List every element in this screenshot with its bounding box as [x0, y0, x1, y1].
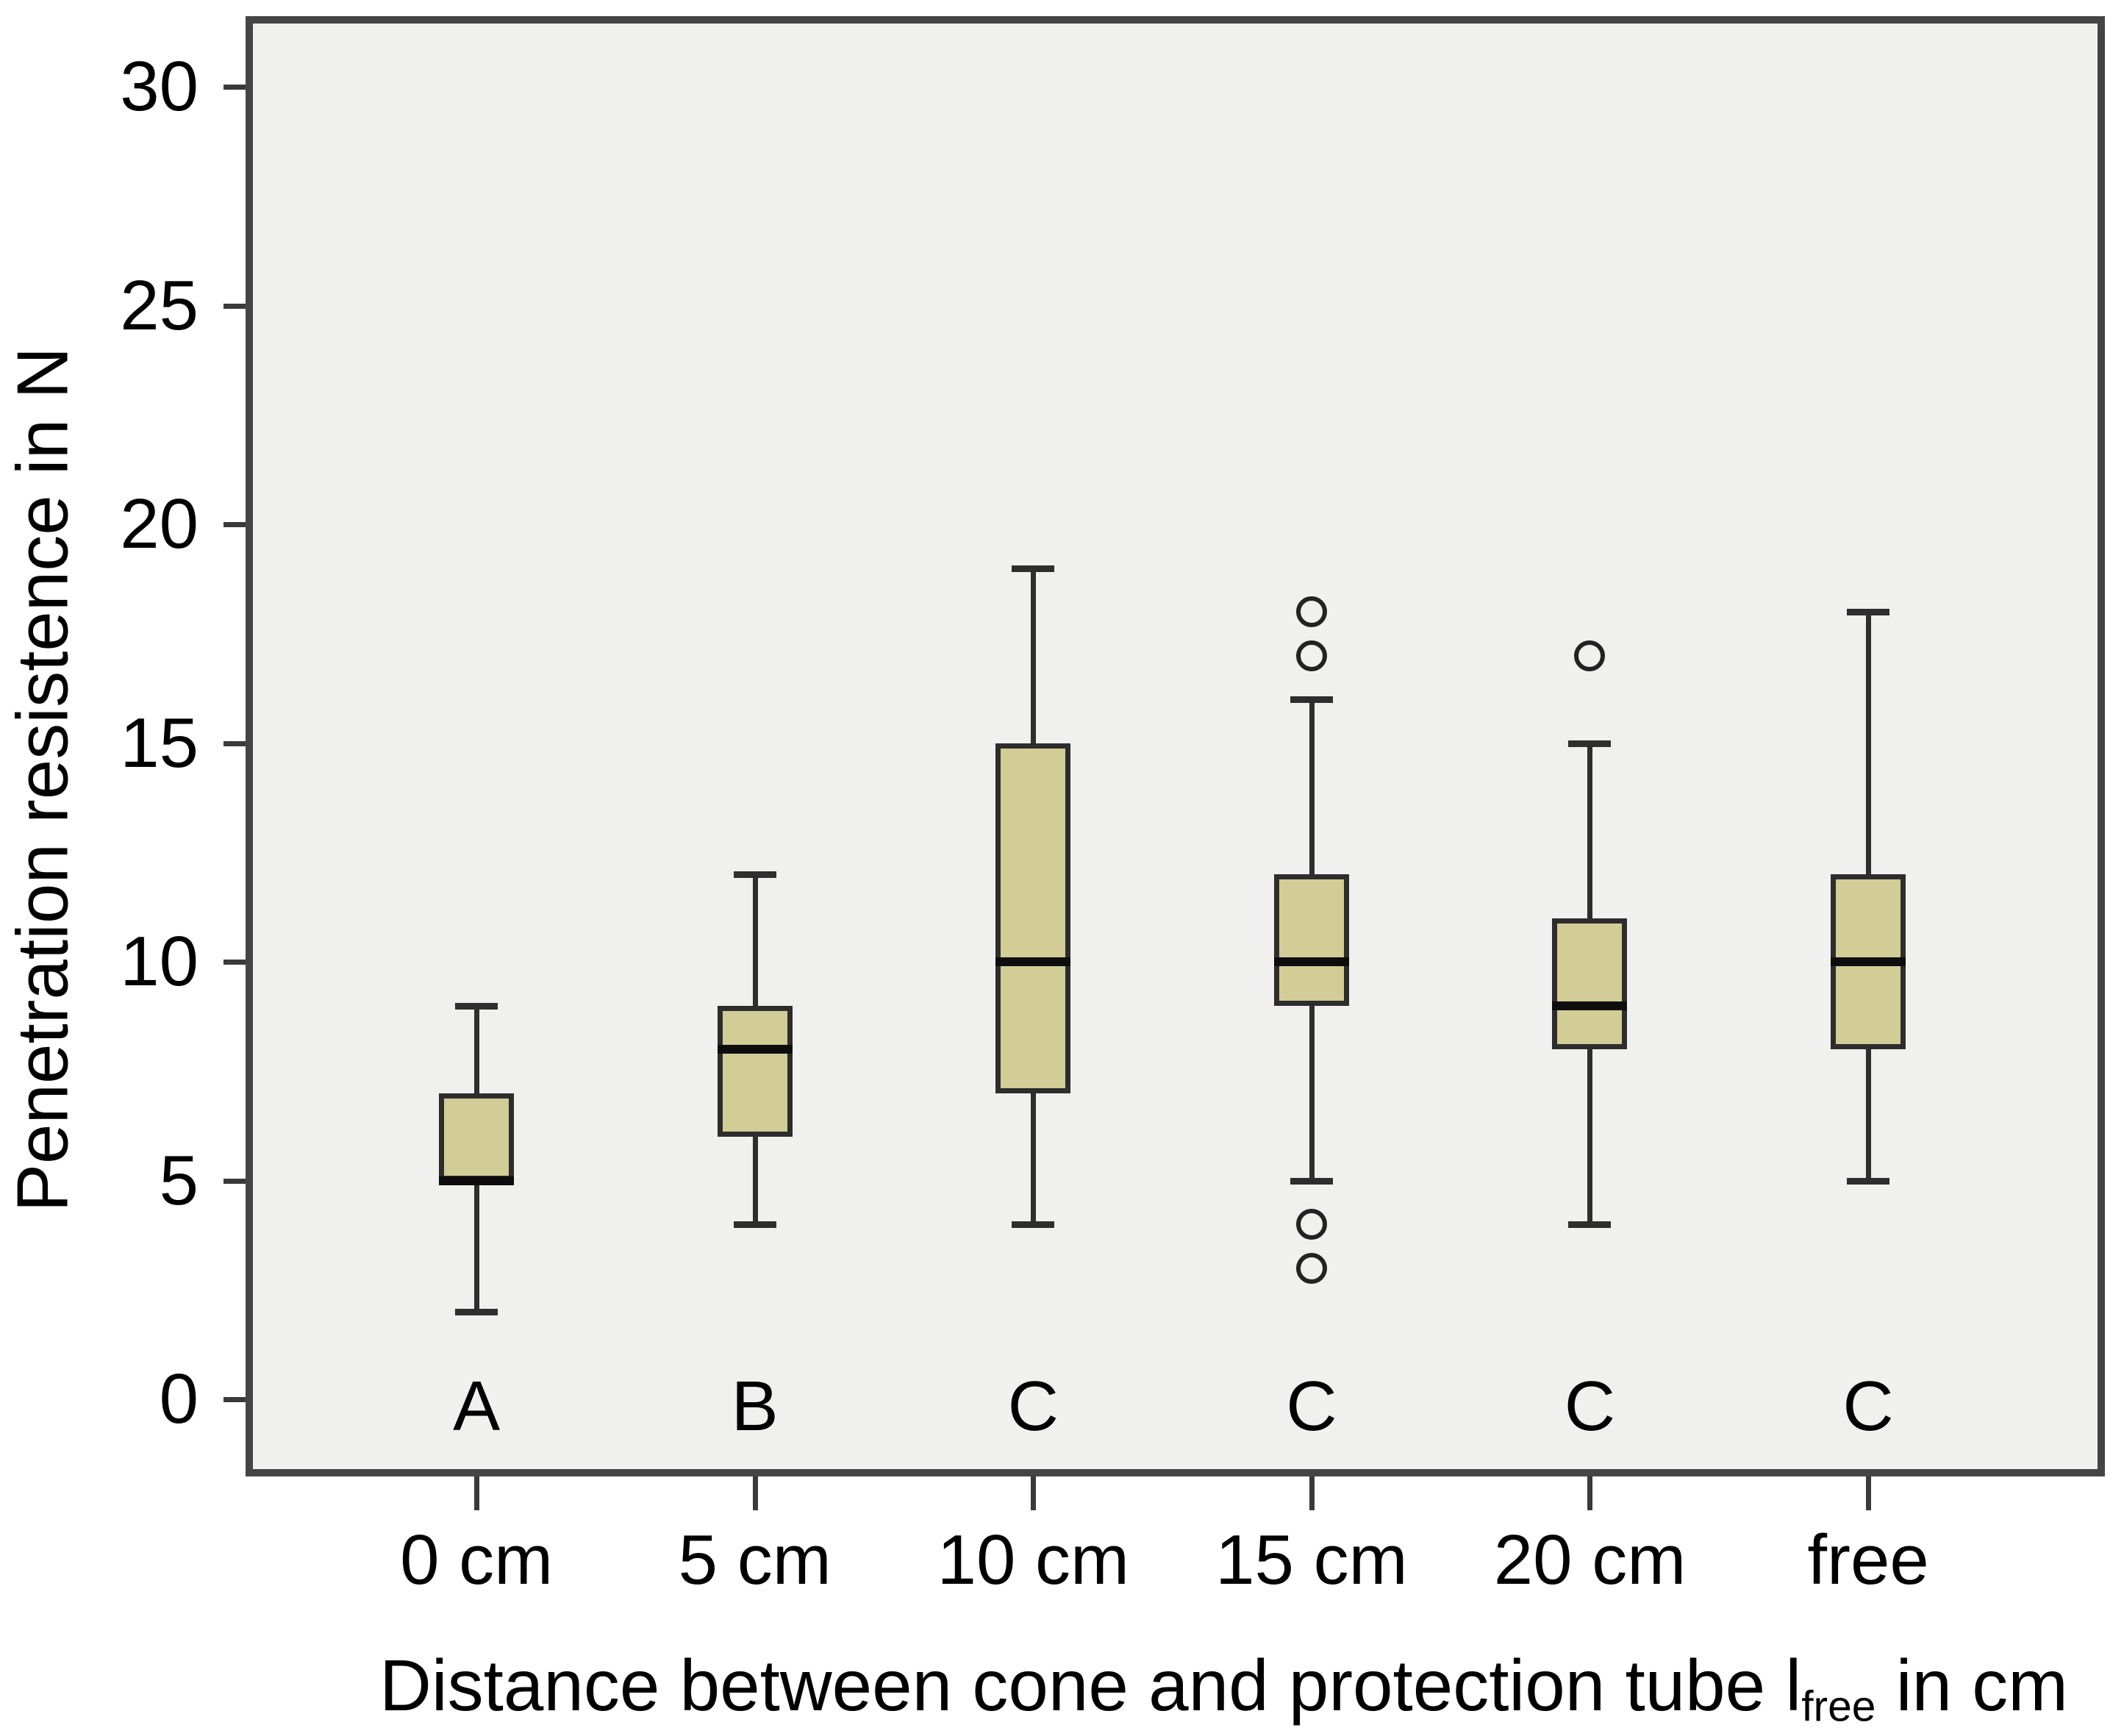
box-whisker-cap-top: [1012, 565, 1055, 572]
box-whisker-cap-bottom: [1847, 1177, 1890, 1185]
x-tick-mark: [752, 1476, 758, 1510]
group-letter: C: [1007, 1367, 1059, 1446]
x-tick-label: 15 cm: [1215, 1521, 1408, 1599]
x-tick-mark: [1587, 1476, 1593, 1510]
box-median-line: [717, 1045, 793, 1054]
group-letter: B: [731, 1367, 779, 1446]
box-outlier-point: [1295, 1209, 1327, 1240]
y-tick-mark: [224, 740, 246, 746]
x-tick-mark: [1309, 1476, 1315, 1510]
y-tick-label: 25: [120, 265, 199, 345]
x-tick-label: 5 cm: [678, 1521, 832, 1599]
x-tick-mark: [1866, 1476, 1872, 1510]
x-axis-title-text: Distance between cone and protection tub…: [379, 1645, 1802, 1726]
y-tick-mark: [224, 85, 246, 90]
box-whisker-cap-top: [1290, 696, 1333, 703]
x-axis-title: Distance between cone and protection tub…: [294, 1641, 2124, 1729]
x-axis-title-suffix: in cm: [1876, 1645, 2068, 1726]
box-median-line: [1552, 1001, 1628, 1010]
box-outlier-point: [1574, 640, 1606, 671]
x-tick-label: free: [1807, 1521, 1929, 1599]
box-median-line: [1273, 957, 1349, 966]
box-rect: [995, 743, 1071, 1093]
box-outlier-point: [1295, 640, 1327, 671]
x-tick-mark: [1031, 1476, 1037, 1510]
box-whisker-cap-top: [455, 1002, 498, 1010]
group-letter: C: [1842, 1367, 1894, 1446]
box-rect: [1273, 874, 1349, 1006]
x-tick-label: 10 cm: [937, 1521, 1129, 1599]
box-median-line: [439, 1176, 515, 1185]
x-axis-title-subscript: free: [1801, 1682, 1876, 1731]
y-tick-label: 30: [120, 47, 199, 126]
y-tick-mark: [224, 1397, 246, 1402]
box-whisker-cap-bottom: [455, 1309, 498, 1315]
box-rect: [439, 1093, 515, 1181]
y-tick-mark: [224, 960, 246, 965]
box-rect: [717, 1005, 793, 1137]
x-tick-label: 0 cm: [400, 1521, 554, 1599]
box-rect: [1552, 918, 1628, 1049]
y-tick-label: 15: [120, 703, 199, 782]
x-tick-label: 20 cm: [1493, 1521, 1687, 1599]
box-median-line: [1831, 957, 1906, 966]
box-whisker-cap-bottom: [1568, 1221, 1612, 1228]
group-letter: A: [453, 1367, 501, 1446]
box-whisker-cap-top: [1847, 609, 1890, 615]
box-outlier-point: [1295, 1252, 1327, 1284]
group-letter: C: [1564, 1367, 1616, 1446]
box-whisker-cap-top: [1568, 740, 1612, 747]
x-tick-mark: [474, 1476, 480, 1510]
y-tick-label: 0: [159, 1360, 199, 1438]
box-whisker-cap-bottom: [733, 1221, 776, 1228]
plot-area: [246, 16, 2105, 1476]
y-tick-mark: [224, 522, 246, 527]
y-tick-mark: [224, 1178, 246, 1184]
box-outlier-point: [1295, 596, 1327, 627]
box-median-line: [995, 957, 1071, 966]
y-tick-label: 10: [120, 922, 199, 1001]
box-whisker-cap-top: [733, 871, 776, 878]
box-whisker-cap-bottom: [1012, 1221, 1055, 1228]
y-tick-label: 5: [159, 1140, 199, 1220]
y-tick-label: 20: [120, 485, 199, 563]
y-tick-mark: [224, 303, 246, 309]
box-whisker-cap-bottom: [1290, 1177, 1333, 1185]
group-letter: C: [1286, 1367, 1337, 1446]
